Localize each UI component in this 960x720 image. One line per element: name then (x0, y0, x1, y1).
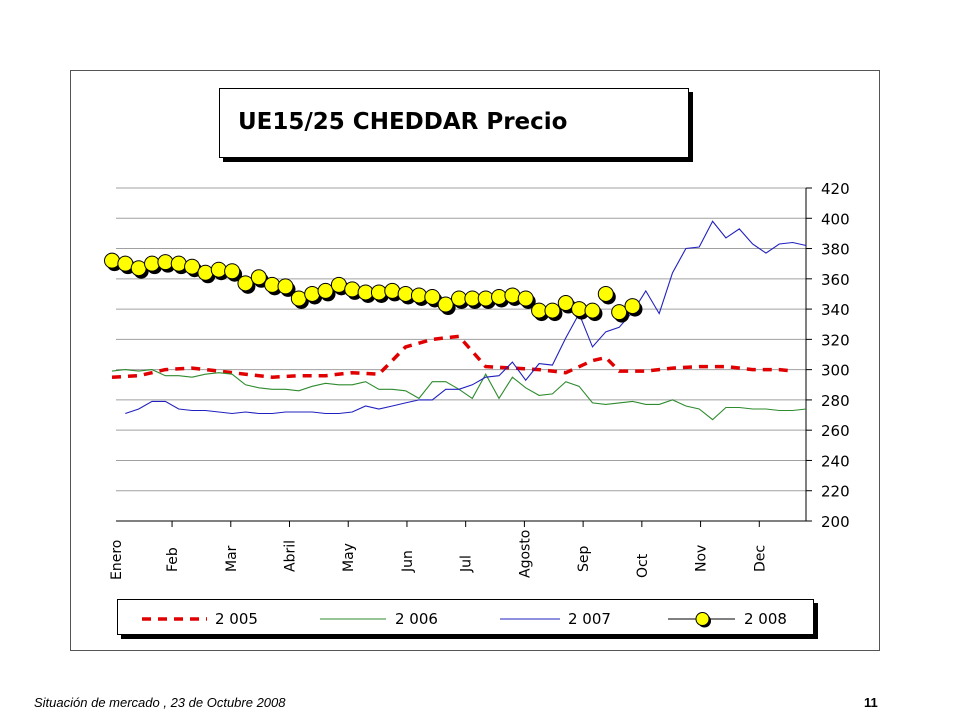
x-month-label: May (341, 543, 357, 572)
data-point-2008 (250, 269, 267, 286)
footer-caption: Situación de mercado , 23 de Octubre 200… (34, 695, 286, 710)
page-number: 11 (864, 695, 878, 710)
y-tick-label: 260 (821, 422, 850, 440)
x-month-label: Agosto (517, 530, 533, 578)
data-point-2008 (611, 304, 628, 321)
data-point-2008 (157, 254, 174, 271)
x-month-label: Jul (459, 555, 475, 573)
y-tick-label: 420 (821, 180, 850, 198)
x-month-label: Dec (752, 545, 768, 572)
data-point-2008 (170, 255, 187, 272)
data-point-2008 (264, 276, 281, 293)
data-point-2008 (144, 255, 161, 272)
x-month-label: Abril (283, 540, 299, 572)
legend (117, 599, 814, 635)
data-point-2008 (197, 264, 214, 281)
y-tick-label: 220 (821, 483, 850, 501)
chart-title: UE15/25 CHEDDAR Precio (219, 88, 689, 158)
y-axis-ticks: 200 220 240 260 280 300 320 340 360 380 400 420 (806, 180, 850, 531)
gridlines (116, 187, 806, 492)
data-point-2008 (117, 255, 134, 272)
series-lines (111, 220, 807, 421)
data-point-2008 (531, 302, 548, 319)
x-month-label: Oct (635, 553, 651, 578)
data-point-2008 (277, 278, 294, 295)
data-point-2008 (571, 301, 588, 318)
data-point-2008 (477, 290, 494, 307)
y-tick-label: 280 (821, 392, 850, 410)
data-point-2008 (464, 290, 481, 307)
data-point-2008 (384, 282, 401, 299)
data-point-2008 (397, 285, 414, 302)
data-point-2008 (491, 288, 508, 305)
series-line-2007 (125, 220, 807, 415)
data-point-2008 (184, 258, 201, 275)
data-point-2008 (544, 302, 561, 319)
y-tick-label: 340 (821, 301, 850, 319)
data-point-2008 (370, 284, 387, 301)
data-point-2008 (504, 287, 521, 304)
data-point-2008 (584, 302, 601, 319)
data-point-2008 (424, 288, 441, 305)
data-point-2008 (130, 260, 147, 277)
data-point-2008 (517, 290, 534, 307)
x-month-label: Enero (109, 540, 125, 580)
chart-frame (70, 70, 880, 651)
x-month-label: Jun (400, 550, 416, 573)
data-point-2008 (410, 287, 427, 304)
y-tick-label: 240 (821, 452, 850, 470)
data-point-2008 (357, 284, 374, 301)
data-point-2008 (624, 298, 641, 315)
y-tick-label: 400 (821, 210, 850, 228)
data-point-2008 (317, 282, 334, 299)
y-tick-label: 200 (821, 513, 850, 531)
x-month-label: Mar (224, 545, 240, 572)
data-point-2008 (437, 296, 454, 313)
y-tick-label: 320 (821, 331, 850, 349)
y-tick-label: 300 (821, 362, 850, 380)
y-tick-label: 380 (821, 241, 850, 259)
x-month-label: Nov (694, 545, 710, 572)
data-point-2008 (237, 275, 254, 292)
data-point-2008 (451, 290, 467, 307)
x-month-label: Sep (576, 546, 592, 573)
data-point-2008 (557, 295, 574, 312)
data-point-2008 (344, 281, 361, 298)
series-2008-markers (104, 252, 643, 323)
data-point-2008 (304, 285, 321, 302)
data-point-2008 (104, 252, 120, 269)
y-tick-label: 360 (821, 271, 850, 289)
x-month-label: Feb (165, 547, 181, 572)
data-point-2008 (330, 276, 347, 293)
x-axis-month-labels: Enero Feb Mar Abril May Jun Jul Agosto Sep Oct Nov… (109, 521, 768, 580)
data-point-2008 (224, 263, 241, 280)
data-point-2008 (597, 285, 614, 302)
data-point-2008 (290, 290, 307, 307)
data-point-2008 (210, 261, 227, 278)
series-line-2005 (111, 334, 793, 379)
